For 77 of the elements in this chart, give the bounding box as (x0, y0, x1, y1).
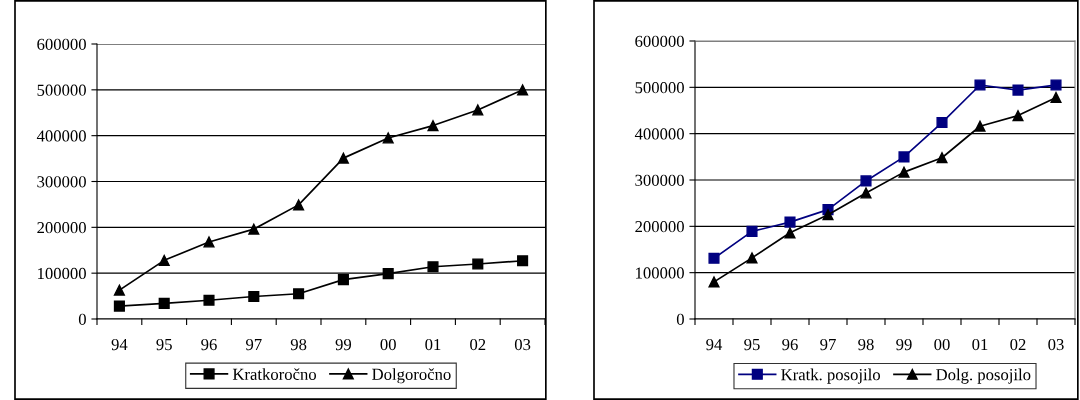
x-tick-label: 99 (896, 338, 912, 351)
legend-label: Dolgoročno (372, 368, 451, 384)
x-tick-label: 03 (1048, 338, 1064, 351)
y-tick-label: 500000 (37, 84, 86, 96)
point (427, 120, 439, 132)
x-tick-label: 01 (425, 338, 441, 351)
point (1050, 91, 1062, 104)
point (1012, 110, 1024, 122)
legend-label: Kratk. posojilo (781, 368, 880, 384)
point (427, 261, 439, 273)
y-tick-label: 100000 (38, 267, 86, 280)
x-tick-label: 98 (290, 338, 307, 351)
point (382, 268, 394, 280)
x-tick-label: 99 (335, 338, 352, 351)
y-tick-label: 200000 (635, 221, 684, 233)
point (382, 132, 394, 144)
x-tick-label: 02 (470, 338, 486, 351)
point (898, 151, 910, 163)
point (248, 290, 260, 303)
y-tick-label: 600000 (635, 35, 684, 47)
point (158, 254, 170, 266)
y-tick-label: 300000 (37, 176, 86, 188)
y-tick-label: 100000 (636, 267, 684, 279)
point (974, 120, 986, 132)
point (158, 297, 170, 309)
y-tick-label: 400000 (634, 128, 684, 140)
y-tick-label: 400000 (36, 130, 86, 142)
x-tick-label: 94 (706, 338, 723, 351)
point (936, 116, 948, 129)
point (472, 258, 484, 270)
point (860, 175, 872, 187)
point (337, 152, 349, 164)
point (860, 187, 872, 199)
x-tick-label: 97 (820, 338, 836, 351)
x-tick-label: 02 (1010, 338, 1026, 351)
x-tick-label: 00 (380, 338, 396, 351)
point (293, 199, 305, 211)
legend-label: Kratkoročno (232, 368, 316, 380)
point (822, 209, 834, 221)
point (203, 236, 215, 248)
point (746, 225, 758, 237)
x-tick-label: 98 (858, 338, 874, 351)
x-tick-label: 94 (111, 338, 128, 351)
x-tick-label: 96 (782, 338, 798, 351)
x-tick-label: 00 (934, 338, 950, 351)
y-tick-label: 500000 (635, 82, 684, 94)
x-tick-label: 03 (514, 338, 531, 351)
y-tick-label: 200000 (37, 222, 86, 234)
x-tick-label: 01 (972, 338, 988, 351)
x-tick-label: 95 (156, 338, 172, 351)
point (113, 300, 125, 312)
point (517, 255, 529, 267)
point (1050, 79, 1062, 91)
point (708, 252, 720, 264)
point (898, 166, 910, 178)
point (113, 284, 125, 296)
point (784, 216, 796, 228)
legend-label: Dolg. posojilo (936, 368, 1031, 384)
point (203, 294, 215, 306)
point (784, 227, 796, 239)
point (708, 276, 720, 288)
point (1012, 84, 1024, 96)
y-tick-label: 0 (78, 313, 86, 325)
x-tick-label: 96 (201, 338, 217, 351)
point (293, 288, 305, 300)
point (472, 104, 484, 116)
x-tick-label: 95 (744, 338, 760, 351)
y-tick-label: 600000 (37, 38, 86, 50)
point (936, 152, 948, 164)
point (746, 252, 758, 264)
y-tick-label: 0 (676, 313, 684, 325)
x-tick-label: 97 (246, 338, 262, 351)
point (974, 79, 986, 91)
point (337, 274, 349, 286)
y-tick-label: 300000 (635, 174, 684, 186)
point (517, 84, 529, 96)
point (248, 223, 260, 235)
